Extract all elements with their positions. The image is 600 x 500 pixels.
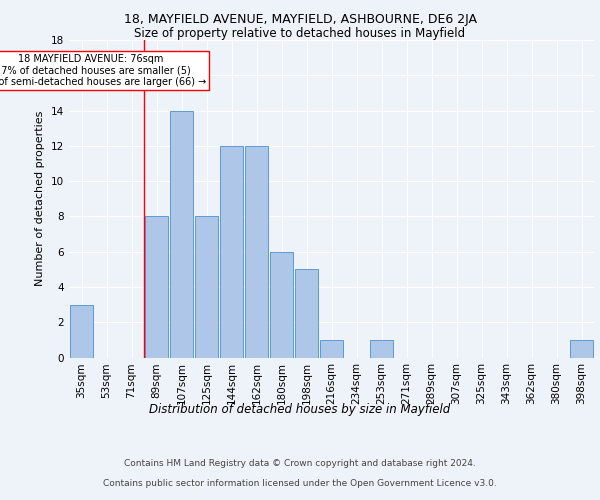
Bar <box>220 146 243 358</box>
Text: Distribution of detached houses by size in Mayfield: Distribution of detached houses by size … <box>149 402 451 415</box>
Text: 18, MAYFIELD AVENUE, MAYFIELD, ASHBOURNE, DE6 2JA: 18, MAYFIELD AVENUE, MAYFIELD, ASHBOURNE… <box>124 12 476 26</box>
Text: 18 MAYFIELD AVENUE: 76sqm
← 7% of detached houses are smaller (5)
93% of semi-de: 18 MAYFIELD AVENUE: 76sqm ← 7% of detach… <box>0 54 206 88</box>
Bar <box>270 252 293 358</box>
Bar <box>145 216 168 358</box>
Text: Contains public sector information licensed under the Open Government Licence v3: Contains public sector information licen… <box>103 478 497 488</box>
Bar <box>170 110 193 358</box>
Text: Size of property relative to detached houses in Mayfield: Size of property relative to detached ho… <box>134 28 466 40</box>
Bar <box>320 340 343 357</box>
Bar <box>570 340 593 357</box>
Text: Contains HM Land Registry data © Crown copyright and database right 2024.: Contains HM Land Registry data © Crown c… <box>124 458 476 468</box>
Bar <box>245 146 268 358</box>
Bar <box>70 304 93 358</box>
Bar <box>370 340 393 357</box>
Y-axis label: Number of detached properties: Number of detached properties <box>35 111 46 286</box>
Bar <box>195 216 218 358</box>
Bar <box>295 270 318 358</box>
